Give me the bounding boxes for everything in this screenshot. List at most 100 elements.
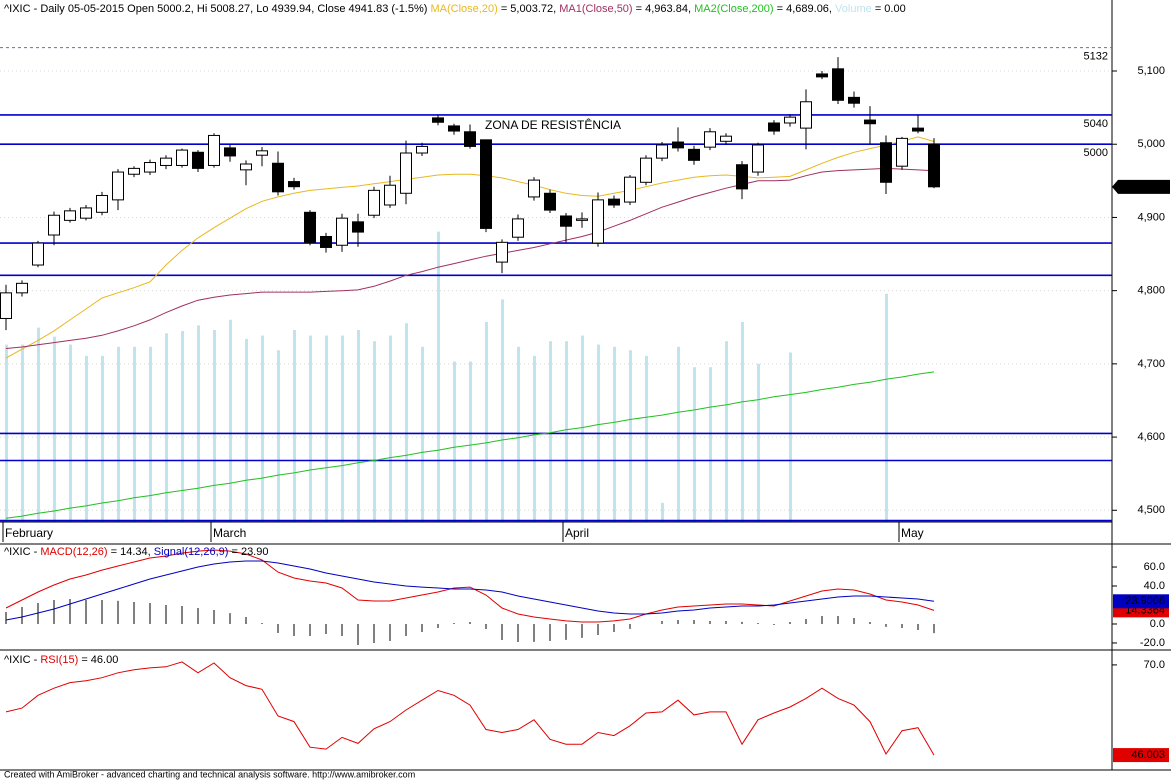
candle-body: [912, 127, 924, 132]
volume-bar: [309, 335, 312, 522]
y-tick-label: 4,600: [1137, 431, 1165, 443]
candle-body: [480, 139, 492, 229]
candle-body: [112, 171, 124, 201]
volume-bar: [53, 336, 56, 522]
volume-bar: [293, 329, 296, 522]
y-tick-label: -20.0: [1140, 637, 1165, 649]
volume-bar: [645, 355, 648, 522]
candle-body: [624, 176, 636, 203]
candle-body: [80, 207, 92, 219]
candle-body: [240, 163, 252, 171]
legend-value: = 23.90: [231, 546, 268, 558]
volume-bar: [357, 329, 360, 522]
candle-body: [160, 157, 172, 166]
volume-bar: [149, 346, 152, 522]
candle-body: [736, 164, 748, 190]
volume-bar: [405, 323, 408, 522]
legend-value: = 46.00: [81, 654, 118, 666]
indicator-line: [5, 661, 935, 756]
moving-average: [5, 167, 935, 349]
legend-name: MA1(Close,50): [559, 3, 632, 15]
volume-bar: [533, 355, 536, 522]
candle-body: [352, 221, 364, 233]
candle-body: [896, 137, 908, 167]
volume-bar: [741, 322, 744, 522]
panel-legend: ^IXIC - RSI(15) = 46.00: [4, 654, 121, 666]
volume-bar: [421, 346, 424, 522]
candle-body: [320, 235, 332, 248]
volume-bar: [37, 327, 40, 522]
volume-bar: [261, 335, 264, 522]
candle-body: [288, 181, 300, 188]
legend-value: = 4,963.84,: [636, 3, 691, 15]
value-badge: [1113, 594, 1169, 609]
candle-body: [416, 145, 428, 154]
y-tick-label: 70.0: [1144, 659, 1165, 671]
candle-body: [128, 167, 140, 175]
volume-bar: [85, 355, 88, 522]
level-label: 5132: [1084, 50, 1108, 62]
legend-value: = 5,003.72,: [501, 3, 556, 15]
volume-bar: [165, 333, 168, 522]
volume-bar: [213, 329, 216, 522]
candle-body: [640, 157, 652, 183]
candle-body: [272, 162, 284, 193]
panel-legend: ^IXIC - MACD(12,26) = 14.34, Signal(12,2…: [4, 546, 272, 558]
candle-body: [304, 211, 316, 243]
candle-body: [256, 150, 268, 156]
y-tick-label: 40.0: [1144, 580, 1165, 592]
candle-body: [608, 198, 620, 206]
candle-body: [0, 292, 12, 319]
volume-bar: [373, 341, 376, 522]
volume-bar: [133, 346, 136, 522]
candle-body: [656, 144, 668, 159]
candle-body: [16, 282, 28, 294]
volume-bar: [709, 367, 712, 522]
panel-legend: ^IXIC - Daily 05-05-2015 Open 5000.2, Hi…: [4, 3, 909, 15]
candle-body: [544, 192, 556, 211]
volume-bar: [341, 335, 344, 522]
candle-body: [752, 144, 764, 173]
volume-bar: [549, 341, 552, 522]
candle-body: [768, 122, 780, 132]
volume-bar: [757, 363, 760, 522]
legend-title: ^IXIC -: [4, 654, 38, 666]
volume-bar: [437, 231, 440, 522]
x-tick-label: February: [5, 526, 53, 540]
volume-bar: [469, 361, 472, 522]
legend-name: Volume: [835, 3, 872, 15]
volume-bar: [197, 325, 200, 522]
candle-body: [400, 152, 412, 194]
volume-bar: [613, 346, 616, 522]
last-price-label: 4,941.83: [1124, 181, 1167, 193]
y-tick-label: 4,700: [1137, 358, 1165, 370]
y-tick-label: 5,100: [1137, 65, 1165, 77]
last-price-pointer: [1112, 179, 1170, 194]
legend-name: Signal(12,26,9): [154, 546, 229, 558]
candle-body: [384, 184, 396, 206]
volume-bar: [229, 319, 232, 522]
legend-value: = 4,689.06,: [777, 3, 832, 15]
candle-body: [928, 143, 940, 188]
candle-body: [528, 179, 540, 198]
volume-bar: [101, 355, 104, 522]
volume-bar: [485, 322, 488, 522]
candle-body: [368, 189, 380, 216]
value-badge-label: 23.9008: [1125, 595, 1165, 607]
candle-body: [512, 218, 524, 238]
candle-body: [832, 68, 844, 101]
candle-body: [880, 142, 892, 183]
volume-bar: [661, 502, 664, 522]
moving-average: [5, 371, 935, 519]
volume-bar: [725, 341, 728, 522]
legend-name: MACD(12,26): [40, 546, 107, 558]
candle-body: [176, 149, 188, 166]
volume-bar: [117, 346, 120, 522]
candle-body: [448, 125, 460, 132]
candle-body: [800, 101, 812, 129]
volume-bar: [389, 335, 392, 522]
candle-body: [816, 73, 828, 78]
candle-body: [704, 131, 716, 148]
